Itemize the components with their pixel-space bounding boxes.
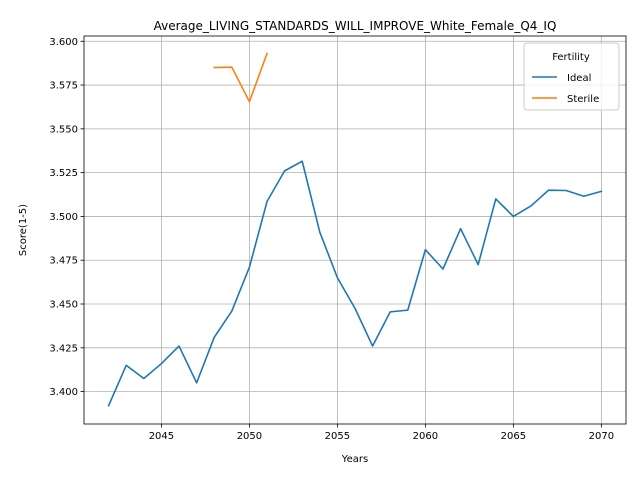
legend: Fertility Ideal Sterile — [523, 42, 620, 111]
y-tick-label: 3.550 — [49, 124, 78, 135]
y-tick-label: 3.400 — [49, 387, 78, 398]
data-point-ideal — [407, 309, 409, 311]
plot-frame — [83, 35, 627, 425]
x-tick-label: 2050 — [237, 431, 262, 442]
x-tick-label: 2065 — [501, 431, 526, 442]
data-point-ideal — [337, 277, 339, 279]
data-point-ideal — [460, 228, 462, 230]
y-tick-label: 3.475 — [49, 256, 78, 267]
y-tick-label: 3.425 — [49, 343, 78, 354]
x-tick-label: 2070 — [589, 431, 614, 442]
y-axis-label: Score(1-5) — [18, 204, 29, 256]
data-point-ideal — [424, 249, 426, 251]
legend-label-ideal: Ideal — [567, 73, 591, 84]
x-tick-label: 2055 — [325, 431, 350, 442]
data-point-sterile — [231, 66, 233, 68]
data-point-ideal — [143, 378, 145, 380]
data-point-ideal — [530, 205, 532, 207]
data-point-ideal — [583, 195, 585, 197]
y-tick-label: 3.525 — [49, 168, 78, 179]
series-line-ideal — [107, 160, 603, 407]
legend-box — [523, 42, 620, 111]
data-point-ideal — [284, 170, 286, 172]
series-line-sterile — [213, 52, 269, 103]
y-tick-label: 3.600 — [49, 37, 78, 48]
legend-title: Fertility — [552, 52, 590, 63]
legend-label-sterile: Sterile — [567, 94, 599, 105]
data-point-sterile — [249, 101, 251, 103]
grid-lines — [84, 36, 626, 424]
data-point-ideal — [442, 268, 444, 270]
chart-title: Average_LIVING_STANDARDS_WILL_IMPROVE_Wh… — [154, 19, 557, 33]
x-axis-label: Years — [341, 454, 368, 465]
x-tick-label: 2060 — [413, 431, 438, 442]
y-tick-label: 3.575 — [49, 81, 78, 92]
series-lines — [107, 52, 603, 407]
data-point-ideal — [249, 266, 251, 268]
data-point-sterile — [266, 53, 268, 55]
x-tick-label: 2045 — [149, 431, 174, 442]
data-point-ideal — [266, 201, 268, 203]
data-point-ideal — [512, 216, 514, 218]
data-point-ideal — [354, 307, 356, 309]
data-point-ideal — [319, 231, 321, 233]
data-point-ideal — [108, 405, 110, 407]
data-point-ideal — [178, 345, 180, 347]
data-point-sterile — [213, 67, 215, 69]
data-point-ideal — [389, 311, 391, 313]
data-point-ideal — [231, 310, 233, 312]
data-point-ideal — [125, 364, 127, 366]
y-tick-label: 3.450 — [49, 300, 78, 311]
data-point-ideal — [301, 160, 303, 162]
axis-ticks: 2045 2050 2055 2060 2065 2070 3.400 3.425 3.450 3… — [49, 37, 614, 442]
data-point-ideal — [196, 382, 198, 384]
y-tick-label: 3.500 — [49, 212, 78, 223]
data-point-ideal — [161, 363, 163, 365]
data-point-ideal — [600, 190, 602, 192]
data-point-ideal — [495, 198, 497, 200]
data-point-ideal — [213, 336, 215, 338]
data-point-ideal — [477, 264, 479, 266]
data-point-ideal — [548, 189, 550, 191]
data-point-ideal — [565, 190, 567, 192]
data-point-ideal — [372, 345, 374, 347]
